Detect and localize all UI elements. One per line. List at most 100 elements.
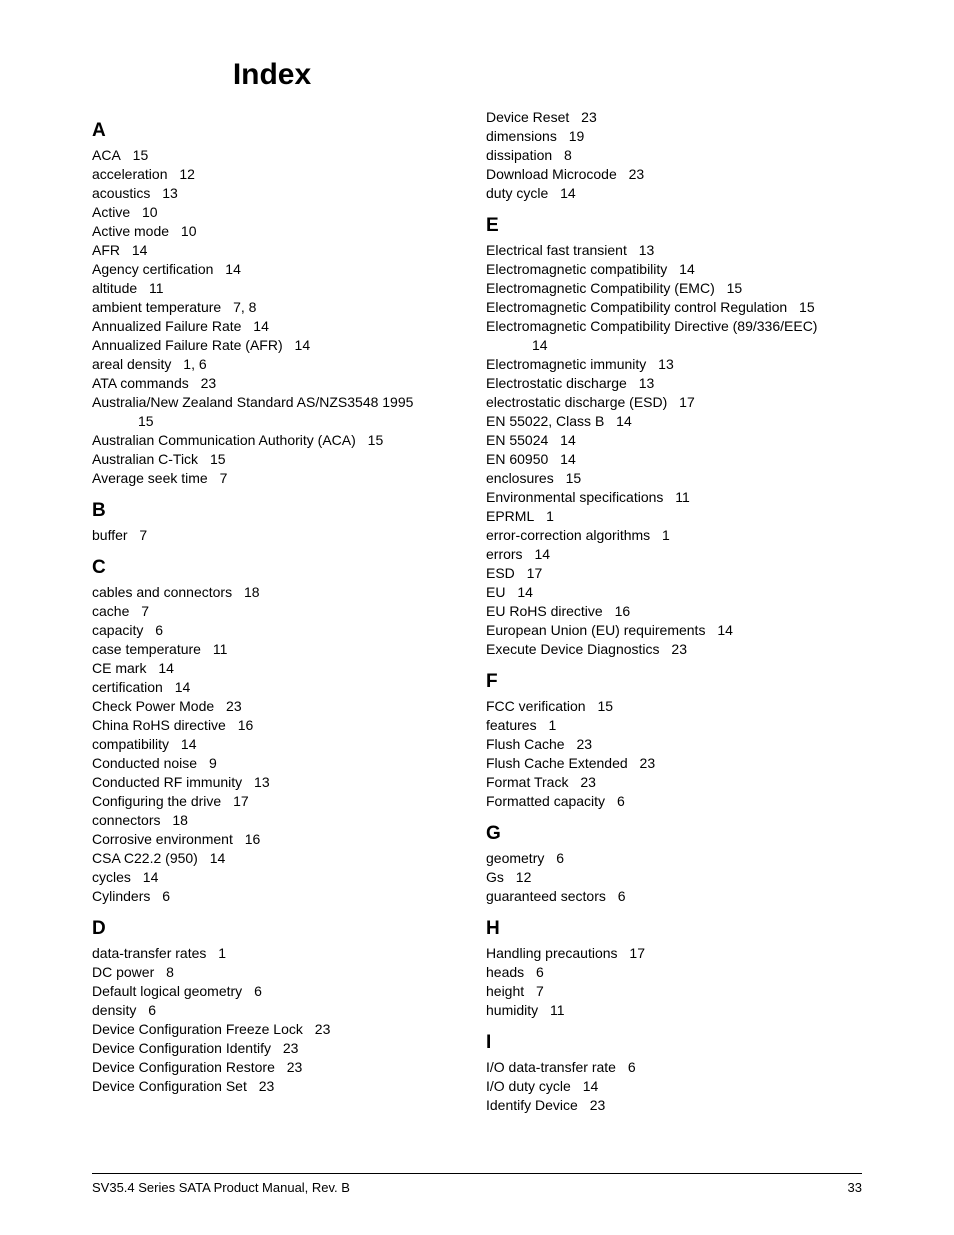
index-term: EN 60950: [486, 451, 548, 467]
index-letter-heading: B: [92, 500, 462, 522]
index-term: DC power: [92, 964, 154, 980]
index-entry: Flush Cache 23: [486, 735, 856, 754]
index-term: EPRML: [486, 508, 534, 524]
index-term: height: [486, 983, 524, 999]
index-entry: CE mark 14: [92, 659, 462, 678]
index-entry: Formatted capacity 6: [486, 792, 856, 811]
index-pages: 6: [624, 1059, 636, 1075]
index-pages: 23: [283, 1059, 302, 1075]
index-pages: 23: [586, 1097, 605, 1113]
index-pages: 9: [205, 755, 217, 771]
index-entry: Annualized Failure Rate (AFR) 14: [92, 336, 462, 355]
index-pages: 6: [614, 888, 626, 904]
index-term: Configuring the drive: [92, 793, 221, 809]
index-entry: Handling precautions 17: [486, 944, 856, 963]
index-term: capacity: [92, 622, 143, 638]
index-entry: I/O duty cycle 14: [486, 1077, 856, 1096]
index-pages: 8: [560, 147, 572, 163]
index-pages: 6: [532, 964, 544, 980]
index-term: dissipation: [486, 147, 552, 163]
index-term: Handling precautions: [486, 945, 618, 961]
index-entry: cycles 14: [92, 868, 462, 887]
index-pages: 23: [279, 1040, 298, 1056]
footer-left: SV35.4 Series SATA Product Manual, Rev. …: [92, 1180, 350, 1195]
index-term: European Union (EU) requirements: [486, 622, 705, 638]
index-pages: 15: [129, 147, 148, 163]
index-pages: 14: [128, 242, 147, 258]
index-term: Gs: [486, 869, 504, 885]
index-term: FCC verification: [486, 698, 586, 714]
index-entry: Australian C-Tick 15: [92, 450, 462, 469]
index-term: certification: [92, 679, 163, 695]
index-pages: 14: [139, 869, 158, 885]
index-entry: EU RoHS directive 16: [486, 602, 856, 621]
index-term: connectors: [92, 812, 160, 828]
index-entry: acceleration 12: [92, 165, 462, 184]
index-term: Electromagnetic compatibility: [486, 261, 667, 277]
index-entry: CSA C22.2 (950) 14: [92, 849, 462, 868]
index-term: Agency certification: [92, 261, 213, 277]
index-entry: EN 60950 14: [486, 450, 856, 469]
index-entry: Electromagnetic Compatibility control Re…: [486, 298, 856, 317]
index-entry: Active mode 10: [92, 222, 462, 241]
index-entry: China RoHS directive 16: [92, 716, 462, 735]
index-term: Check Power Mode: [92, 698, 214, 714]
index-term: Identify Device: [486, 1097, 578, 1113]
index-pages: 11: [209, 641, 227, 657]
index-pages: 7: [532, 983, 544, 999]
index-entry: Flush Cache Extended 23: [486, 754, 856, 773]
index-entry: ATA commands 23: [92, 374, 462, 393]
index-column-left: AACA 15acceleration 12acoustics 13Active…: [92, 108, 462, 1115]
index-entry: Environmental specifications 11: [486, 488, 856, 507]
index-pages: 8: [162, 964, 174, 980]
index-pages: 16: [241, 831, 260, 847]
index-letter-heading: H: [486, 918, 856, 940]
index-pages: 6: [613, 793, 625, 809]
footer-right: 33: [848, 1180, 862, 1195]
index-term: ACA: [92, 147, 121, 163]
index-pages: 15: [795, 299, 814, 315]
index-entry: ESD 17: [486, 564, 856, 583]
index-pages: 15: [594, 698, 613, 714]
index-entry: Average seek time 7: [92, 469, 462, 488]
index-term: Electrostatic discharge: [486, 375, 627, 391]
index-pages: 14: [675, 261, 694, 277]
index-pages: 13: [250, 774, 269, 790]
index-letter-heading: E: [486, 215, 856, 237]
index-pages: 14: [171, 679, 190, 695]
index-term: Cylinders: [92, 888, 150, 904]
index-pages: 14: [154, 660, 173, 676]
index-term: Annualized Failure Rate (AFR): [92, 337, 283, 353]
index-entry: density 6: [92, 1001, 462, 1020]
index-entry: buffer 7: [92, 526, 462, 545]
index-entry: EN 55022, Class B 14: [486, 412, 856, 431]
index-term: Electromagnetic Compatibility Directive …: [486, 318, 817, 334]
index-term: Formatted capacity: [486, 793, 605, 809]
index-term: dimensions: [486, 128, 557, 144]
index-pages: 6: [144, 1002, 156, 1018]
index-entry: ambient temperature 7, 8: [92, 298, 462, 317]
index-entry: Identify Device 23: [486, 1096, 856, 1115]
index-term: Average seek time: [92, 470, 208, 486]
index-pages: 23: [197, 375, 216, 391]
index-entry: data-transfer rates 1: [92, 944, 462, 963]
index-entry: error-correction algorithms 1: [486, 526, 856, 545]
index-entry: Cylinders 6: [92, 887, 462, 906]
index-entry: Active 10: [92, 203, 462, 222]
index-term: Download Microcode: [486, 166, 617, 182]
index-pages: 1: [545, 717, 557, 733]
index-entry: Device Configuration Freeze Lock 23: [92, 1020, 462, 1039]
index-entry-continuation: 14: [486, 336, 856, 355]
index-entry: Conducted RF immunity 13: [92, 773, 462, 792]
index-entry: Agency certification 14: [92, 260, 462, 279]
index-pages: 14: [513, 584, 532, 600]
index-entry: Device Configuration Identify 23: [92, 1039, 462, 1058]
index-term: Device Configuration Identify: [92, 1040, 271, 1056]
index-pages: 6: [250, 983, 262, 999]
index-entry: features 1: [486, 716, 856, 735]
index-pages: 6: [151, 622, 163, 638]
index-term: Australia/New Zealand Standard AS/NZS354…: [92, 394, 413, 410]
index-term: errors: [486, 546, 523, 562]
index-letter-heading: C: [92, 557, 462, 579]
index-pages: 23: [577, 109, 596, 125]
